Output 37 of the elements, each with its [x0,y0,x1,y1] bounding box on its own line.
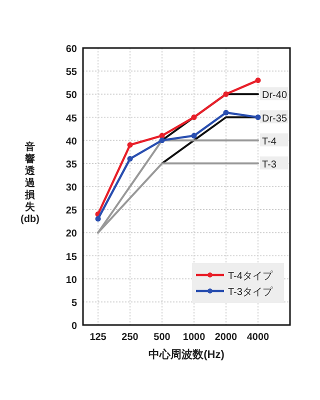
point [127,142,133,148]
y-tick-label: 5 [71,298,78,309]
y-tick-label: 45 [66,113,78,124]
y-tick-label: 15 [66,252,78,263]
y-tick-label: 35 [66,159,78,170]
point [255,114,261,120]
y-tick-label: 0 [71,321,78,332]
point [95,216,101,222]
point [159,138,165,144]
y-tick-label: 40 [66,136,78,148]
series-label: Dr-40 [262,90,288,102]
y-tick-label: 20 [66,228,78,240]
point [255,78,261,84]
x-tick-label: 4000 [246,332,270,343]
point [191,132,197,139]
y-tick-label: 55 [66,67,78,78]
point [223,91,229,97]
x-tick-label: 500 [154,332,171,343]
series-label: T-3 [262,159,277,170]
y-tick-label: 10 [66,274,78,286]
x-tick-label: 1000 [182,332,206,343]
y-tick-label: 30 [66,182,78,194]
point [223,110,229,116]
legend-label: T-3タイプ [228,286,274,298]
point [191,114,197,120]
point [127,156,133,162]
x-tick-label: 250 [122,332,139,343]
y-tick-label: 25 [66,206,78,217]
series-label: Dr-35 [262,113,288,124]
legend-label: T-4タイプ [228,270,274,282]
series-label: T-4 [262,136,277,148]
y-tick-label: 50 [66,90,78,102]
y-axis-title: 音響透過損失(db) [20,141,40,225]
y-tick-label: 60 [66,44,78,55]
x-axis-title: 中心周波数(Hz) [148,348,225,361]
x-tick-label: 2000 [214,332,238,343]
x-tick-label: 125 [90,332,107,343]
